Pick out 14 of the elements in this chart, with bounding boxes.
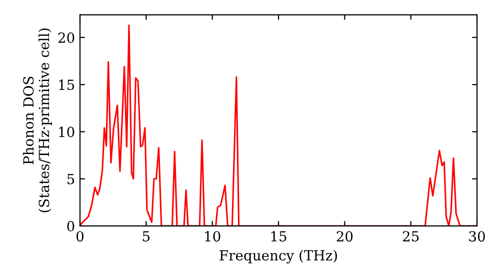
y-tick-label: 5: [67, 174, 74, 184]
y-tick-label: 20: [58, 32, 74, 43]
x-tick-label: 15: [271, 231, 286, 242]
y-axis-title: Phonon DOS (States/THz·primitive cell): [22, 28, 52, 212]
y-tick-label: 0: [67, 220, 74, 232]
x-tick-label: 0: [76, 231, 84, 242]
x-axis-title: Frequency (THz): [220, 250, 337, 264]
x-tick-label: 30: [469, 231, 485, 242]
x-tick-label: 10: [205, 231, 220, 242]
x-tick-label: 20: [336, 231, 353, 242]
y-tick-label: 15: [59, 80, 74, 90]
x-tick-label: 25: [402, 231, 419, 242]
y-tick-label: 10: [59, 126, 74, 138]
x-tick-label: 5: [142, 231, 150, 242]
